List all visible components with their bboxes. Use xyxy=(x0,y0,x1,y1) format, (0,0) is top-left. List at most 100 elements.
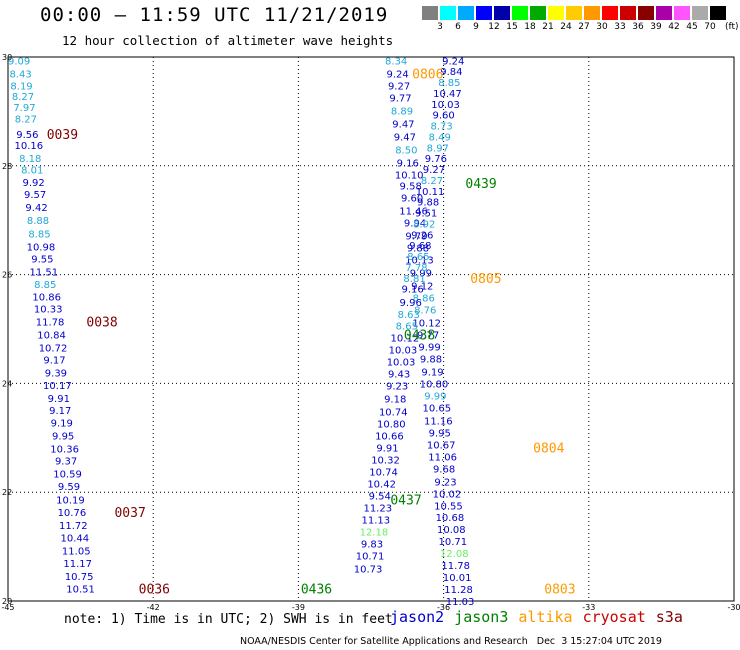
wave-height-value: 8.73 xyxy=(431,122,453,133)
wave-height-value: 8.50 xyxy=(395,145,417,156)
wave-height-value: 9.60 xyxy=(401,193,423,204)
pass-time-tag: 0438 xyxy=(404,328,435,343)
chart-subtitle: 12 hour collection of altimeter wave hei… xyxy=(62,33,394,48)
x-tick-label: -36 xyxy=(437,603,450,612)
wave-height-value: 9.83 xyxy=(361,539,383,550)
wave-height-value: 10.02 xyxy=(433,489,462,500)
wave-height-value: 9.27 xyxy=(388,81,410,92)
wave-height-value: 9.95 xyxy=(52,432,74,443)
wave-height-value: 11.03 xyxy=(446,597,475,608)
chart-title: 00:00 – 11:59 UTC 11/21/2019 xyxy=(40,4,389,26)
wave-height-value: 10.86 xyxy=(32,292,61,303)
wave-height-value: 8.89 xyxy=(391,106,413,117)
x-tick-label: -39 xyxy=(292,603,305,612)
wave-height-value: 9.26 xyxy=(411,230,433,241)
wave-height-value: 9.92 xyxy=(23,178,45,189)
wave-height-value: 10.75 xyxy=(65,572,94,583)
wave-height-value: 11.05 xyxy=(62,546,91,557)
wave-height-value: 8.18 xyxy=(19,154,41,165)
wave-height-value: 10.01 xyxy=(443,573,472,584)
colorbar-swatch xyxy=(458,6,474,20)
colorbar-swatch xyxy=(584,6,600,20)
legend-jason2: jason2 xyxy=(390,608,445,626)
wave-height-value: 11.46 xyxy=(399,206,428,217)
legend-cryosat: cryosat xyxy=(582,608,646,626)
wave-height-value: 10.68 xyxy=(436,513,465,524)
wave-height-value: 9.76 xyxy=(425,154,447,165)
wave-height-value: 9.47 xyxy=(394,132,416,143)
wave-height-value: 8.85 xyxy=(438,78,460,89)
wave-height-value: 10.47 xyxy=(433,89,462,100)
colorbar-swatch xyxy=(548,6,564,20)
wave-height-value: 10.65 xyxy=(423,403,452,414)
colorbar-unit-label: (ft) xyxy=(725,22,739,32)
plot-grid xyxy=(7,56,735,602)
colorbar-label: 9 xyxy=(473,22,479,32)
wave-height-value: 10.36 xyxy=(50,445,79,456)
wave-height-value: 10.73 xyxy=(354,564,383,575)
colorbar-label: 18 xyxy=(524,22,536,32)
wave-height-value: 8.43 xyxy=(9,69,31,80)
colorbar-label: 15 xyxy=(506,22,518,32)
wave-height-value: 9.54 xyxy=(369,491,391,502)
wave-height-value: 7.97 xyxy=(13,103,35,114)
wave-height-value: 10.19 xyxy=(56,495,85,506)
wave-height-value: 9.91 xyxy=(48,394,70,405)
satellite-legend: jason2 jason3 altika cryosat s3a xyxy=(390,608,693,626)
wave-height-value: 8.65 xyxy=(407,252,429,263)
wave-height-value: 9.18 xyxy=(384,395,406,406)
wave-height-value: 8.27 xyxy=(15,114,37,125)
wave-height-value: 9.24 xyxy=(386,69,408,80)
wave-height-value: 9.12 xyxy=(411,281,433,292)
colorbar-swatch xyxy=(656,6,672,20)
wave-height-value: 8.92 xyxy=(413,219,435,230)
colorbar-label: 6 xyxy=(455,22,461,32)
pass-time-tag: 0805 xyxy=(470,272,501,287)
pass-time-tag: 0037 xyxy=(114,506,145,521)
y-tick-label: 26 xyxy=(2,271,12,280)
wave-height-value: 11.17 xyxy=(63,559,92,570)
legend-s3a: s3a xyxy=(655,608,683,626)
colorbar-swatch xyxy=(710,6,726,20)
wave-height-value: 11.28 xyxy=(444,585,473,596)
wave-height-value: 10.80 xyxy=(377,420,406,431)
wave-height-value: 9.88 xyxy=(420,354,442,365)
wave-height-value: 11.13 xyxy=(362,515,391,526)
wave-height-value: 8.27 xyxy=(12,92,34,103)
wave-height-value: 10.32 xyxy=(371,456,400,467)
wave-height-value: 9.19 xyxy=(51,419,73,430)
wave-height-value: 10.55 xyxy=(434,501,463,512)
wave-height-value: 9.91 xyxy=(376,444,398,455)
colorbar-label: 30 xyxy=(596,22,608,32)
y-tick-label: 24 xyxy=(2,379,12,388)
colorbar-swatch xyxy=(674,6,690,20)
colorbar-label: 12 xyxy=(488,22,500,32)
wave-height-value: 11.72 xyxy=(59,521,88,532)
wave-height-value: 8.49 xyxy=(429,132,451,143)
colorbar-label: 45 xyxy=(686,22,698,32)
wave-height-value: 9.59 xyxy=(58,482,80,493)
wave-height-value: 10.71 xyxy=(356,551,385,562)
wave-height-value: 11.51 xyxy=(29,267,58,278)
wave-height-value: 9.24 xyxy=(442,56,464,67)
wave-height-value: 9.23 xyxy=(386,382,408,393)
wave-height-value: 9.57 xyxy=(24,190,46,201)
wave-height-value: 11.78 xyxy=(441,561,470,572)
wave-height-value: 10.74 xyxy=(379,408,408,419)
time-tags: 0039 0038 0037 0036 0806 0439 0805 0438 0804 0437… xyxy=(47,67,576,597)
wave-height-value: 8.27 xyxy=(421,176,443,187)
wave-height-value: 8.63 xyxy=(398,310,420,321)
x-tick-label: -30 xyxy=(727,603,740,612)
wave-height-value: 9.84 xyxy=(440,67,462,78)
colorbar-swatch xyxy=(512,6,528,20)
wave-height-value: 9.94 xyxy=(404,218,426,229)
wave-height-value: 10.17 xyxy=(43,381,72,392)
wave-height-value: 10.03 xyxy=(431,100,460,111)
axis-ticks: -45 -42 -39 -36 -33 -30 30 28 26 24 22 20 xyxy=(1,53,740,612)
wave-height-value: 8.86 xyxy=(413,293,435,304)
wave-height-value: 9.68 xyxy=(433,464,455,475)
y-tick-label: 28 xyxy=(2,162,12,171)
pass-time-tag: 0803 xyxy=(544,582,575,597)
pass-time-tag: 0436 xyxy=(301,582,332,597)
wave-height-value: 10.11 xyxy=(416,187,445,198)
